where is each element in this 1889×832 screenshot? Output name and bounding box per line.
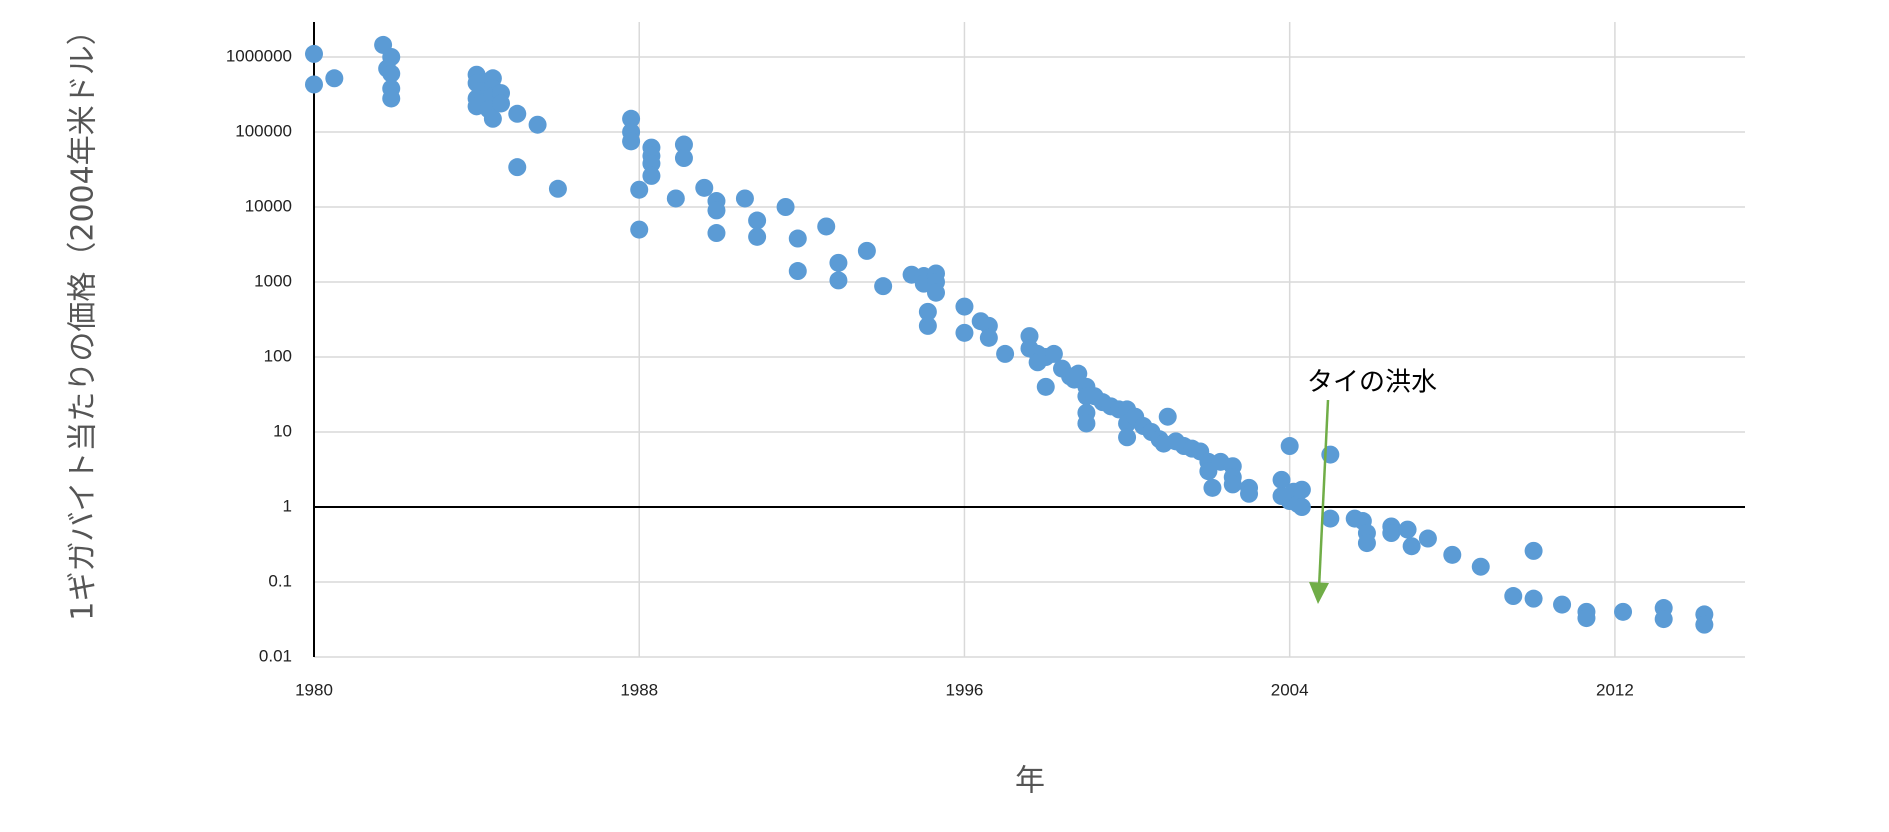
annotation: タイの洪水 (1307, 368, 1437, 398)
point (788, 229, 807, 248)
point (642, 154, 661, 173)
y-tick-label: 10000 (245, 196, 292, 215)
point (508, 104, 527, 123)
point (1504, 587, 1523, 606)
y-tick-label: 1000 (254, 271, 292, 290)
point (483, 109, 502, 128)
point (996, 344, 1015, 363)
point (1524, 541, 1543, 560)
point (735, 189, 754, 208)
point (1614, 602, 1633, 621)
x-tick-label: 1980 (295, 680, 333, 699)
point (979, 328, 998, 347)
point (622, 132, 641, 151)
point (707, 201, 726, 220)
point (1398, 520, 1417, 539)
point (666, 189, 685, 208)
y-tick-label: 1 (283, 496, 292, 515)
y-tick-label: 0.01 (259, 646, 292, 665)
point (707, 224, 726, 243)
y-tick-label: 10 (273, 421, 292, 440)
point (748, 211, 767, 230)
point (926, 283, 945, 302)
point (1077, 414, 1096, 433)
point (1443, 545, 1462, 564)
point (1292, 480, 1311, 499)
point (1321, 509, 1340, 528)
point (918, 302, 937, 321)
annotation-arrow (1317, 399, 1330, 589)
point (630, 220, 649, 239)
point (1402, 537, 1421, 556)
point (382, 64, 401, 83)
point (1203, 478, 1222, 497)
point (1199, 462, 1218, 481)
point (788, 262, 807, 281)
x-axis-label: 年 (1015, 764, 1045, 799)
point (492, 94, 511, 113)
point (1418, 529, 1437, 548)
point (674, 149, 693, 168)
point (1357, 534, 1376, 553)
point (817, 217, 836, 236)
x-tick-label: 2012 (1596, 680, 1634, 699)
point (1654, 610, 1673, 629)
point (1020, 327, 1039, 346)
point (528, 115, 547, 134)
point (1272, 470, 1291, 489)
point (1577, 609, 1596, 628)
point (508, 158, 527, 177)
point (829, 253, 848, 272)
point (548, 179, 567, 198)
point (695, 178, 714, 197)
point (1158, 407, 1177, 426)
y-tick-label: 1000000 (226, 46, 292, 65)
point (776, 198, 795, 216)
y-tick-label: 100 (264, 346, 292, 365)
y-axis-label: 1ギガバイト当たりの価格（2004年米ドル） (66, 15, 101, 620)
y-tick-label: 100000 (235, 121, 292, 140)
point (622, 109, 641, 128)
point (1471, 557, 1490, 576)
point (382, 89, 401, 108)
point (955, 297, 974, 316)
point (1695, 615, 1714, 634)
point (325, 69, 344, 88)
point (305, 44, 323, 63)
point (630, 180, 649, 199)
point (874, 277, 893, 296)
point (1036, 377, 1055, 396)
point (1280, 437, 1299, 456)
point (674, 135, 693, 154)
x-tick-label: 1988 (620, 680, 658, 699)
point (748, 227, 767, 246)
point (305, 75, 323, 94)
point (642, 166, 661, 185)
point (1044, 344, 1063, 363)
point (918, 316, 937, 335)
point (829, 271, 848, 290)
x-tick-label: 1996 (946, 680, 984, 699)
point (1382, 524, 1401, 543)
annotation-arrowhead (1309, 582, 1329, 604)
x-tick-label: 2004 (1271, 680, 1309, 699)
point (1524, 589, 1543, 608)
point (1553, 595, 1572, 614)
y-tick-label: 0.1 (268, 571, 292, 590)
point (1069, 364, 1088, 383)
point (1240, 484, 1259, 503)
point (955, 323, 974, 342)
point (1292, 498, 1311, 516)
point (857, 241, 876, 260)
point (1223, 475, 1242, 494)
point (1118, 428, 1137, 447)
